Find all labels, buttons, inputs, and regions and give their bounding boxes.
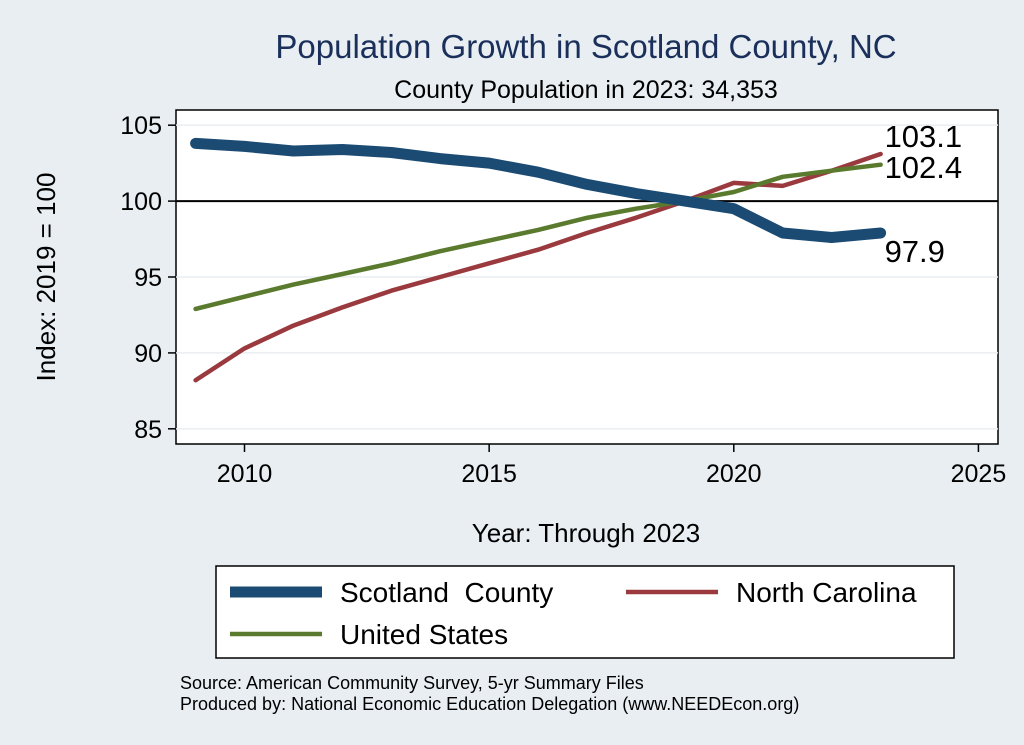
x-tick-label: 2025 [951, 460, 1007, 488]
end-label-2: 102.4 [885, 150, 963, 185]
end-label-0: 97.9 [885, 234, 945, 269]
y-tick-label: 100 [120, 188, 162, 216]
legend-label-2: United States [340, 619, 508, 650]
x-tick-label: 2010 [217, 460, 273, 488]
x-tick-label: 2015 [461, 460, 517, 488]
chart-subtitle: County Population in 2023: 34,353 [394, 76, 778, 104]
chart-title: Population Growth in Scotland County, NC [275, 28, 896, 65]
series-line-1 [193, 151, 883, 383]
producer-note: Produced by: National Economic Education… [180, 694, 799, 714]
y-axis-label: Index: 2019 = 100 [31, 173, 61, 382]
y-tick-label: 95 [134, 264, 162, 292]
legend [215, 565, 955, 659]
series-line-0 [190, 137, 887, 243]
legend-label-1: North Carolina [736, 577, 917, 608]
y-axis-ticks: 85 90 95 100 105 [120, 112, 176, 444]
x-axis-ticks: 2010 2015 2020 2025 [217, 444, 1007, 488]
x-tick-label: 2020 [706, 460, 762, 488]
legend-items: Scotland County North Carolina United Stat… [230, 577, 917, 650]
y-tick-label: 105 [120, 112, 162, 140]
y-tick-label: 90 [134, 340, 162, 368]
grid-lines [176, 124, 998, 430]
legend-label-0: Scotland County [340, 577, 553, 608]
end-label-1: 103.1 [885, 119, 963, 154]
y-tick-label: 85 [134, 416, 162, 444]
source-note: Source: American Community Survey, 5-yr … [180, 673, 644, 693]
x-axis-label: Year: Through 2023 [472, 518, 700, 548]
series-line-2 [193, 162, 883, 312]
series-lines [190, 137, 887, 383]
